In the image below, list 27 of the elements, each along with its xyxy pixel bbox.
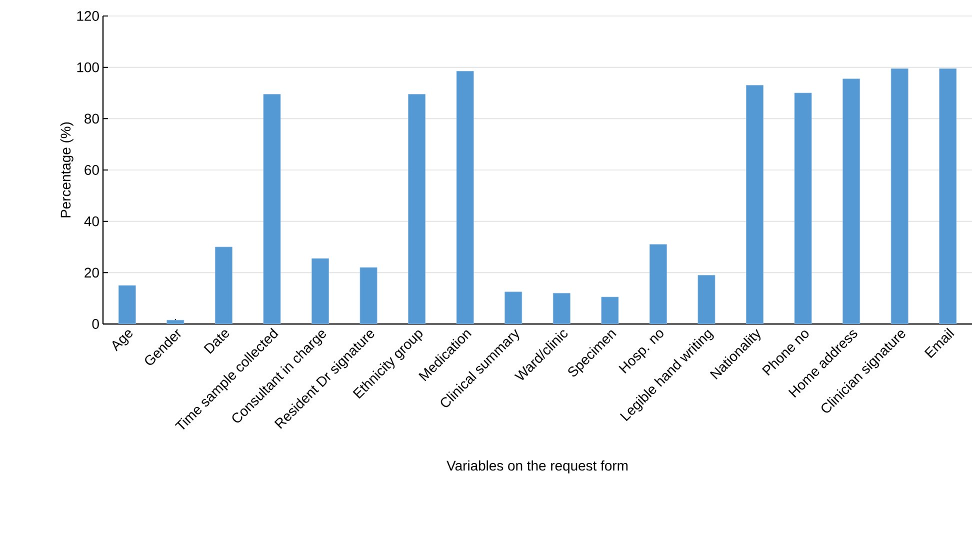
bar bbox=[504, 292, 522, 324]
bar bbox=[939, 68, 957, 324]
bar bbox=[312, 258, 329, 324]
y-tick-label: 0 bbox=[92, 319, 99, 329]
x-axis-title: Variables on the request form bbox=[446, 460, 628, 474]
bar bbox=[746, 85, 764, 324]
y-axis-title: Percentage (%) bbox=[60, 122, 74, 218]
bar bbox=[456, 70, 474, 324]
y-tick-label: 40 bbox=[84, 216, 99, 226]
bar bbox=[650, 244, 667, 324]
bar bbox=[698, 275, 716, 324]
bar bbox=[118, 285, 136, 324]
bar bbox=[214, 246, 232, 324]
bar bbox=[842, 78, 860, 324]
x-tick-label: Age bbox=[112, 330, 132, 352]
bar bbox=[360, 267, 378, 324]
bar bbox=[263, 94, 281, 324]
y-tick-label: 20 bbox=[84, 268, 99, 278]
y-tick-label: 100 bbox=[77, 62, 99, 72]
bar bbox=[794, 92, 812, 324]
y-tick-label: 60 bbox=[84, 165, 99, 175]
bar bbox=[552, 293, 570, 324]
bar bbox=[601, 296, 619, 324]
y-tick-label: 80 bbox=[84, 114, 99, 124]
y-tick-label: 120 bbox=[77, 11, 99, 21]
bar bbox=[890, 68, 908, 324]
bar bbox=[408, 94, 426, 324]
